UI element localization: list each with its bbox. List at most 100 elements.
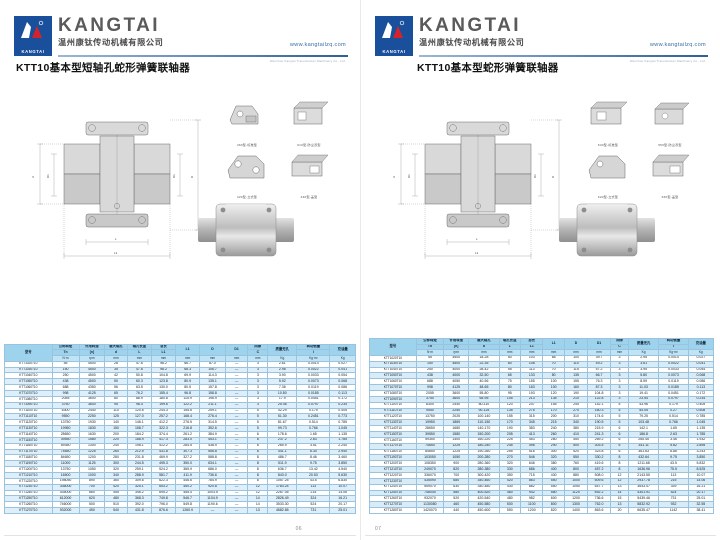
table-cell: 540 [104, 507, 128, 514]
drawing-area-right: d D1 D1 D L [369, 92, 713, 272]
variant-thumb-r2: 650型-防尘罩型 [641, 98, 699, 147]
table-row[interactable]: KTT1170T10 74650 1225 180-240 245 496 290 500 30… [369, 442, 715, 450]
variant-2-caption: 610型-防尘罩型 [297, 143, 321, 147]
th-model-r: 型号 [369, 337, 417, 356]
variant-thumbnails: 460型-标准型 610型-防尘罩型 420 [218, 98, 346, 199]
table-row[interactable]: KTT1280T10 1420070 440 450-600 550 1200 820 140… [369, 507, 715, 514]
table-row[interactable]: KTT1180T10 84650 1225 190-260 255 516 300 520 32… [369, 448, 715, 456]
table-row[interactable]: KTT1110T10 9550 2250 125 127.0 257.2 168.4 276.… [4, 413, 356, 421]
svg-text:D1: D1 [533, 174, 537, 178]
table-cell: 550 [498, 507, 522, 514]
variant-r2-caption: 650型-防尘罩型 [658, 143, 682, 147]
table-row[interactable]: KTT1120T10 13750 1930 140 146.1 412.2 276.5 314… [4, 419, 356, 427]
svg-text:D1: D1 [407, 174, 411, 178]
table-cell: 38.41 [687, 507, 715, 514]
table-cell: 820 [542, 507, 565, 514]
brand-name-en-right: KANGTAI [419, 15, 521, 36]
svg-text:L: L [476, 237, 478, 241]
variant-thumb-1: 460型-标准型 [218, 98, 276, 147]
variant-r1-icon [590, 101, 628, 125]
table-row[interactable]: KTT1120T10 13750 2025 100-140 155 315 200 310 17… [369, 413, 715, 421]
table-cell: — [199, 507, 226, 514]
variant-thumb-r4: 630型-盖型 [641, 150, 699, 199]
variant-r3-caption: 620型-立式型 [597, 195, 619, 199]
table-row[interactable]: KTT1180T10 84650 1200 280 231.8 469.9 327.2 588… [4, 454, 356, 462]
th-d1-r: D1 [587, 337, 612, 351]
th-d-r: D [563, 337, 589, 351]
spec-table-body-left: KTT1020T10 55 4500 28 47.6 98.2 66.7 87.0—3 2.61… [4, 360, 356, 514]
table-cell: 450-600 [468, 507, 500, 514]
th-bore-sym-r: d [468, 343, 500, 351]
brand-website-right[interactable]: www.kangtailzq.com [649, 42, 706, 48]
svg-text:L1: L1 [114, 251, 118, 255]
th-inertia-sym: I [296, 349, 331, 357]
spec-table-head-left: 型号 公称转矩 许用转速 最大轴孔 轴孔长度 总长 L1 D D1 间隙 质量无… [4, 343, 356, 362]
table-row[interactable]: KTT1160T10 59350 1400 160-220 225 453 280 450 26… [369, 436, 715, 444]
header-rule-right [419, 55, 708, 58]
table-row[interactable]: KTT1210T10 249070 820 280-380 330 686 400 800 45… [369, 466, 715, 473]
table-row[interactable]: KTT1020T10 55 4500 28 47.6 98.2 66.7 87.0—3 2.61… [4, 360, 356, 368]
th-torque-sym: Tn [51, 349, 80, 357]
coupling-section-drawing: d D1 D1 D [31, 119, 201, 259]
table-row[interactable]: KTT1270T10 1130080 460 450-580 500 1100 800 130… [369, 501, 715, 509]
table-cell: 450 [78, 507, 106, 514]
footer-rule-left [4, 535, 356, 536]
th-d: D [199, 343, 226, 357]
table-row[interactable]: KTT1020T10 55 4500 18-28 50 103 68 100 39.7 3 2.95… [369, 354, 715, 362]
coupling-3d-render-right [559, 203, 655, 257]
th-mass-cn-r: 质量无孔 [628, 337, 660, 351]
logo-mark-icon [21, 20, 44, 38]
header-row-cn-r: 型号 公称转矩 许用转速 最大轴孔 轴孔长度 总长 L1 D D1 间隙 质量无… [369, 337, 715, 356]
th-oil-cn-r: 充油量 [687, 337, 715, 351]
table-cell: 13 [247, 507, 269, 514]
brand-website-sub: Wenzhou Kangtai Transmission Machinery C… [269, 59, 346, 63]
brand-logo-right: KANGTAI [375, 16, 413, 56]
svg-text:L1: L1 [475, 251, 479, 255]
logo-mark-icon-right [382, 20, 405, 38]
brand-name-en: KANGTAI [58, 15, 160, 36]
svg-text:D1: D1 [46, 174, 50, 178]
svg-text:d: d [392, 176, 396, 178]
table-row[interactable]: KTT1270T10 932000 450 540 431.8 876.6 1260.9— —… [4, 507, 356, 514]
brand-website[interactable]: www.kangtailzq.com [289, 42, 346, 48]
variant-4-icon [291, 154, 329, 177]
table-row[interactable]: KTT1040T10 250 4500 42 50.8 104.8 69.9 114.3—3 3… [4, 372, 356, 380]
variant-thumb-2: 610型-防尘罩型 [280, 98, 338, 147]
table-cell: 1400 [563, 507, 589, 514]
table-cell: 1200 [520, 507, 544, 514]
page-number-left: 06 [295, 526, 302, 532]
table-row[interactable]: KTT1140T10 28650 1680 140-170 190 383 240 380 21… [369, 425, 715, 432]
table-row[interactable]: KTT1130T10 19950 1869 110-150 170 345 215 340 19… [369, 419, 715, 427]
table-cell: 1142 [658, 507, 689, 514]
spec-table-right: 型号 公称转矩 许用转速 最大轴孔 轴孔长度 总长 L1 D D1 间隙 质量无… [369, 337, 715, 514]
brand-name-cn: 温州康钛传动机械有限公司 [58, 38, 164, 47]
page-header: KANGTAI KANGTAI 温州康钛传动机械有限公司 www.kangtai… [14, 15, 348, 63]
table-row[interactable]: KTT1220T10 198050 890 360 309.6 622.3 446.6 784… [4, 477, 356, 485]
th-total-sym: L1 [150, 349, 177, 357]
svg-text:D: D [551, 175, 555, 178]
th-d1: D1 [224, 343, 249, 357]
header-row-sym: Tn [n] d L L1 C I [5, 349, 356, 357]
table-row[interactable]: KTT1090T10 3750 3600 65-95 105 213 135 210 122.8… [369, 395, 715, 403]
header-row-sym-r: Tn [n] d L L1 C I [370, 343, 714, 351]
table-row[interactable]: KTT1170T10 74650 1225 260 212.9 431.8 307.3 556… [4, 448, 356, 456]
page-title: KTT10基本型短轴孔蛇形弹簧联轴器 [16, 62, 190, 74]
page-header-right: KANGTAI KANGTAI 温州康钛传动机械有限公司 www.kangtai… [375, 15, 708, 63]
table-row[interactable]: KTT1190T10 103050 1050 200-280 270 546 320 550 3… [369, 454, 715, 462]
th-inertia-sym-r: I [658, 343, 689, 351]
table-cell: 431.8 [126, 507, 152, 514]
table-row[interactable]: KTT1190T10 11000 1125 300 244.5 495.3 350.0 634… [4, 460, 356, 468]
th-model: 型号 [4, 343, 53, 362]
table-row[interactable]: KTT1230T10 435090 680 340-460 420 863 550 1000 6… [369, 477, 715, 485]
table-cell: 1420070 [415, 507, 445, 514]
variant-4-caption: 430型-盖型 [300, 195, 318, 199]
spec-table-left: 型号 公称转矩 许用转速 最大轴孔 轴孔长度 总长 L1 D D1 间隙 质量无… [4, 343, 356, 514]
variant-1-caption: 460型-标准型 [236, 143, 258, 147]
th-speed-sym-r: [n] [443, 343, 470, 351]
th-borelen-sym: L [126, 349, 152, 357]
table-cell: 6635.47 [628, 507, 660, 514]
table-cell: — [224, 507, 249, 514]
cell-model: KTT1270T10 [4, 507, 53, 514]
table-row[interactable]: KTT1140T10 28650 1630 200 184.2 374.4 261.2 384… [4, 430, 356, 438]
variant-thumb-r3: 620型-立式型 [579, 150, 637, 199]
